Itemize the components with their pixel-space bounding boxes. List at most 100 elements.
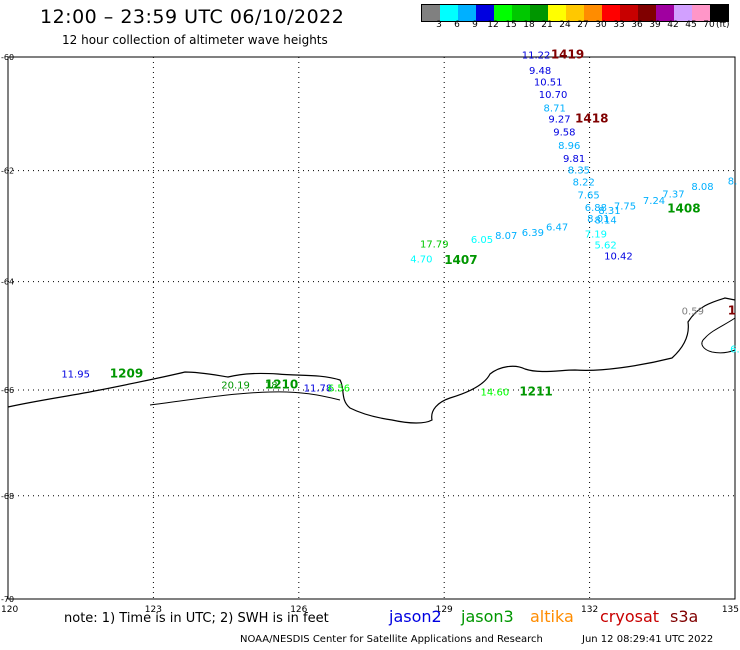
satellite-altika: altika [530, 607, 574, 626]
color-swatch [458, 5, 476, 21]
wave-height-label: 4.70 [410, 254, 432, 265]
pass-time-label: 1407 [444, 253, 477, 267]
color-swatch [440, 5, 458, 21]
color-swatch [638, 5, 656, 21]
satellite-jason3: jason3 [461, 607, 514, 626]
color-swatch [566, 5, 584, 21]
wave-height-label: 11.95 [61, 370, 90, 381]
wave-height-label: 7.65 [577, 191, 599, 202]
footer-note: note: 1) Time is in UTC; 2) SWH is in fe… [64, 611, 329, 626]
longitude-label: 120 [1, 605, 18, 615]
color-scale-label: 27 [577, 20, 589, 30]
wave-height-label: 8.96 [558, 141, 580, 152]
wave-height-label: 10.51 [534, 78, 563, 89]
color-scale-label: 18 [523, 20, 535, 30]
longitude-label: 126 [290, 605, 307, 615]
satellite-s3a: s3a [670, 607, 699, 626]
credit-text: NOAA/NESDIS Center for Satellite Applica… [240, 634, 543, 645]
longitude-label: 129 [436, 605, 453, 615]
color-swatch [656, 5, 674, 21]
pass-time-label: 1408 [667, 202, 700, 216]
wave-height-label: 8.01 [587, 214, 609, 225]
wave-height-label: 6.05 [471, 235, 493, 246]
color-swatch [512, 5, 530, 21]
wave-height-label: 8.07 [495, 231, 517, 242]
wave-height-color-scale [421, 4, 729, 22]
wave-height-label: 14.60 [481, 387, 510, 398]
color-swatch [494, 5, 512, 21]
wave-height-label: 8.31 [598, 206, 620, 217]
wave-height-label: 9.48 [529, 66, 551, 77]
color-scale-label: 6 [454, 20, 460, 30]
color-scale-label: 30 [595, 20, 607, 30]
pass-time-label: 1419 [551, 48, 584, 62]
wave-height-label: 9.58 [553, 128, 575, 139]
color-scale-labels: 3 6 9 12 15 18 21 24 27 30 33 36 39 42 45 70 [421, 20, 727, 32]
color-swatch [476, 5, 494, 21]
color-scale-label: 70 [703, 20, 715, 30]
wave-height-label: 18. [265, 380, 281, 391]
wave-height-label: 6.56 [328, 384, 350, 395]
latitude-label: -60 [1, 53, 14, 62]
color-swatch [602, 5, 620, 21]
color-swatch [584, 5, 602, 21]
coastline [7, 297, 736, 424]
color-swatch [530, 5, 548, 21]
color-scale-unit: (ft) [716, 20, 730, 30]
longitude-label: 123 [145, 605, 162, 615]
wave-height-label: 10.70 [539, 90, 568, 101]
wave-height-label: 7.75 [614, 202, 636, 213]
wave-height-label: 6.88 [585, 203, 607, 214]
satellite-jason2: jason2 [389, 607, 442, 626]
pass-time-label: 1210 [265, 377, 298, 391]
wave-height-label: 8.14 [594, 216, 616, 227]
latitude-label: -66 [1, 386, 14, 395]
wave-height-label: 9.27 [548, 115, 570, 126]
wave-height-label: 11.78 [304, 384, 333, 395]
wave-height-label: 8.22 [573, 178, 595, 189]
color-scale-label: 12 [487, 20, 499, 30]
color-swatch [710, 5, 728, 21]
wave-height-label: 5.62 [594, 241, 616, 252]
color-scale-label: 21 [541, 20, 553, 30]
latitude-label: -64 [1, 278, 14, 287]
wave-height-label: 8.71 [544, 103, 566, 114]
color-scale-label: 24 [559, 20, 571, 30]
pass-time-label: 1 [728, 303, 736, 317]
map-subtitle: 12 hour collection of altimeter wave hei… [62, 33, 328, 47]
generated-timestamp: Jun 12 08:29:41 UTC 2022 [582, 634, 714, 645]
color-scale-label: 9 [472, 20, 478, 30]
pass-time-label: 1211 [519, 384, 552, 398]
longitude-label: 132 [581, 605, 598, 615]
color-swatch [692, 5, 710, 21]
color-swatch [422, 5, 440, 21]
color-scale-label: 45 [685, 20, 697, 30]
wave-height-label: 11.22 [522, 51, 551, 62]
ice-shelf-edge [149, 391, 341, 406]
wave-height-label: 6.39 [522, 228, 544, 239]
color-scale-label: 15 [505, 20, 517, 30]
wave-height-label: 8.35 [568, 165, 590, 176]
latitude-label: -70 [1, 595, 14, 604]
wave-height-label: 20.19 [221, 380, 250, 391]
color-scale-label: 3 [436, 20, 442, 30]
wave-height-label: 10.42 [604, 252, 633, 263]
wave-height-label: 7.19 [585, 230, 607, 241]
latitude-label: -68 [1, 492, 14, 501]
color-scale-label: 36 [631, 20, 643, 30]
map-title: 12:00 – 23:59 UTC 06/10/2022 [40, 6, 345, 28]
color-scale-label: 42 [667, 20, 679, 30]
wave-height-label: 17.79 [420, 239, 449, 250]
color-swatch [548, 5, 566, 21]
color-swatch [620, 5, 638, 21]
wave-height-label: 6.47 [546, 222, 568, 233]
pass-time-label: 1209 [110, 367, 143, 381]
coastline-islands [701, 317, 736, 354]
longitude-label: 135 [722, 605, 739, 615]
wave-height-label: 7.24 [643, 196, 665, 207]
map-frame [7, 56, 736, 600]
wave-height-label: 7.37 [662, 189, 684, 200]
latitude-label: -62 [1, 167, 14, 176]
color-swatch [674, 5, 692, 21]
